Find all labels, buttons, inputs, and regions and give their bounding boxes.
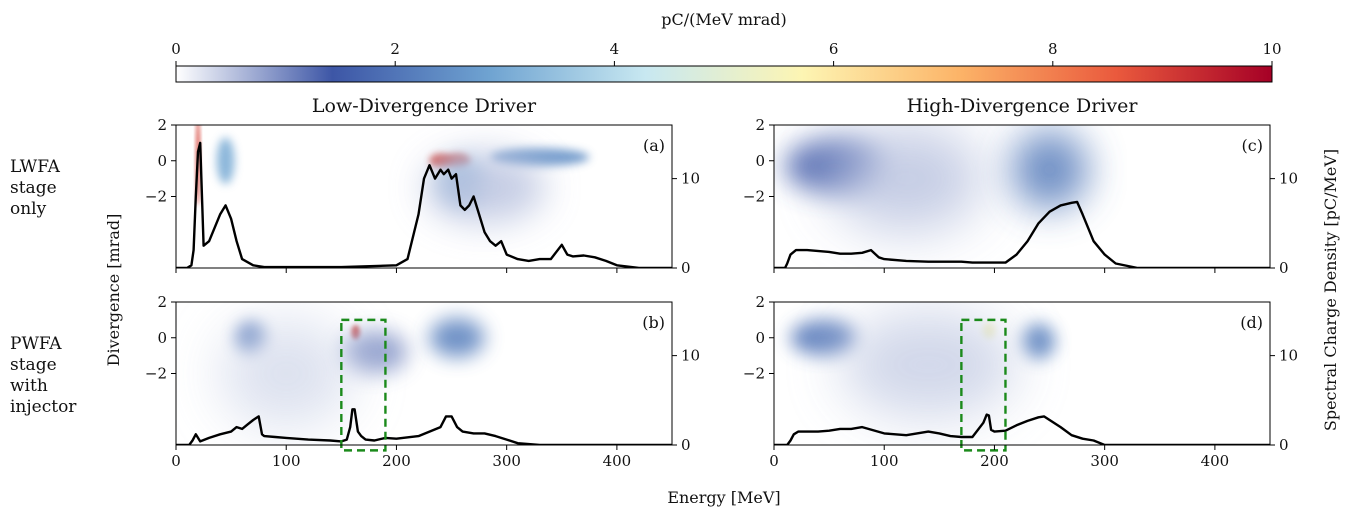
y-left-tick-label: −2 — [743, 188, 765, 206]
colorbar-tick-label: 4 — [610, 40, 620, 58]
y-right-tick-label: 10 — [681, 170, 700, 188]
colorbar-tick-label: 0 — [171, 40, 181, 58]
y-right-tick-label: 10 — [1279, 170, 1298, 188]
panel-frame — [175, 124, 673, 269]
x-tick-label: 0 — [769, 452, 779, 470]
panel-label: (a) — [643, 136, 665, 155]
colorbar-tick-label: 2 — [390, 40, 400, 58]
x-tick-label: 300 — [492, 452, 521, 470]
colorbar-tick-label: 6 — [829, 40, 839, 58]
panel-plot-area — [176, 318, 672, 445]
spectrum-line — [774, 200, 1270, 268]
y-right-tick-label: 0 — [681, 436, 691, 454]
row-label-pwfa: PWFA stage with injector — [10, 334, 76, 418]
row-label-pwfa-line-3: with — [10, 376, 48, 396]
heatmap-blob — [1010, 130, 1089, 210]
x-tick-label: 100 — [870, 452, 899, 470]
panel-plot-area — [176, 125, 672, 268]
y-left-tick-label: −2 — [145, 188, 167, 206]
y-left-tick-label: 2 — [157, 293, 167, 311]
panel-b: 0 100 200 300 400 2 0 −2 0 10 (b) — [145, 293, 700, 470]
y-right-tick-label: 0 — [1279, 436, 1289, 454]
heatmap-blob — [1022, 323, 1056, 360]
y-left-tick-label: 2 — [755, 293, 765, 311]
y-right-tick-label: 0 — [1279, 259, 1289, 277]
heatmap-blob — [341, 330, 408, 374]
heatmap-blob — [216, 137, 235, 184]
row-label-pwfa-line-4: injector — [10, 397, 77, 417]
column-title-left: Low-Divergence Driver — [312, 95, 537, 117]
spectrum-line — [176, 141, 672, 268]
panel-label: (b) — [642, 313, 665, 332]
x-axis-label: Energy [MeV] — [667, 488, 780, 507]
spectrum-line — [176, 408, 672, 445]
y-right-tick-label: 10 — [1279, 347, 1298, 365]
x-tick-label: 0 — [171, 452, 181, 470]
panel-c: 2 0 −2 0 10 (c) — [743, 116, 1298, 277]
y-axis-label-left: Divergence [mrad] — [104, 214, 123, 367]
colorbar-tick-label: 8 — [1048, 40, 1058, 58]
row-label-lwfa-line-3: only — [10, 199, 47, 219]
x-tick-label: 200 — [382, 452, 411, 470]
panel-label: (d) — [1240, 313, 1263, 332]
y-axis-label-right: Spectral Charge Density [pC/MeV] — [1321, 149, 1340, 431]
y-right-tick-label: 0 — [681, 259, 691, 277]
column-title-right: High-Divergence Driver — [907, 95, 1139, 117]
y-left-tick-label: −2 — [145, 365, 167, 383]
row-label-lwfa-line-1: LWFA — [10, 157, 60, 177]
panel-a: 2 0 −2 0 10 (a) — [145, 116, 700, 277]
highlight-box — [340, 318, 387, 452]
row-label-pwfa-line-2: stage — [10, 355, 57, 375]
y-left-tick-label: 2 — [755, 116, 765, 134]
heatmap-blob — [840, 310, 1017, 419]
x-tick-label: 200 — [980, 452, 1009, 470]
highlight-box — [960, 318, 1007, 452]
heatmap-blob — [429, 318, 485, 358]
x-tick-label: 300 — [1090, 452, 1119, 470]
y-left-tick-label: −2 — [743, 365, 765, 383]
heatmap-blob — [790, 319, 857, 356]
panel-label: (c) — [1242, 136, 1263, 155]
y-left-tick-label: 0 — [755, 152, 765, 170]
row-label-lwfa: LWFA stage only — [10, 157, 60, 220]
panel-plot-area — [774, 125, 1270, 268]
spectrum-line — [774, 413, 1270, 445]
colorbar-tick-label: 10 — [1262, 40, 1281, 58]
y-left-tick-label: 0 — [157, 329, 167, 347]
y-right-tick-label: 10 — [681, 347, 700, 365]
y-left-tick-label: 0 — [157, 152, 167, 170]
colorbar-label: pC/(MeV mrad) — [661, 10, 786, 29]
row-label-pwfa-line-1: PWFA — [10, 334, 62, 354]
y-left-tick-label: 0 — [755, 329, 765, 347]
row-label-lwfa-line-2: stage — [10, 178, 57, 198]
panel-plot-area — [774, 310, 1270, 445]
heatmap-blob — [424, 151, 546, 224]
x-tick-label: 400 — [1201, 452, 1230, 470]
y-left-tick-label: 2 — [157, 116, 167, 134]
x-tick-label: 100 — [272, 452, 301, 470]
colorbar-gradient — [175, 65, 1273, 83]
heatmap-blob — [220, 319, 353, 428]
colorbar: pC/(MeV mrad) 0 2 4 6 8 10 — [171, 10, 1282, 83]
x-tick-label: 400 — [603, 452, 632, 470]
heatmap-blob — [829, 125, 984, 233]
panel-d: 0 100 200 300 400 2 0 −2 0 10 (d) — [743, 293, 1298, 470]
